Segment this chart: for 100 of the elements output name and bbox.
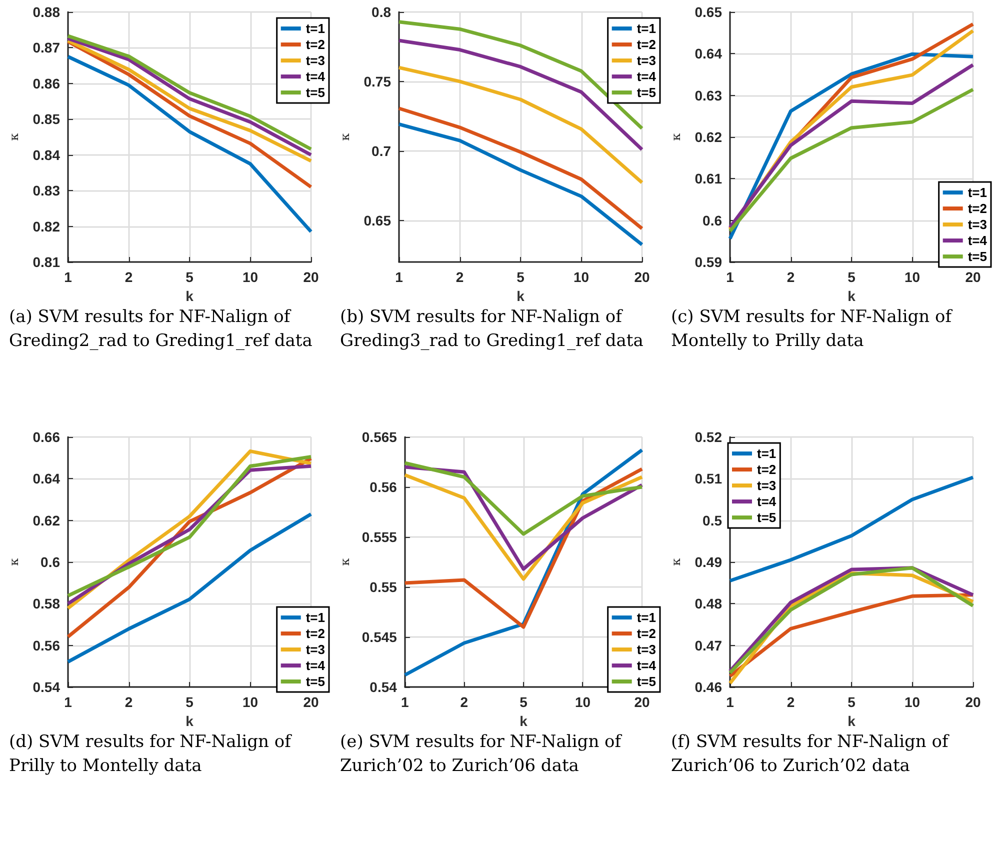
y-axis-title: κ [338,132,352,141]
y-tick-label: 0.75 [364,73,392,90]
legend-label: t=1 [636,21,656,36]
x-tick-label: 2 [456,269,464,285]
legend-label: t=2 [306,37,326,52]
x-axis-title: k [520,712,528,729]
x-tick-label: 2 [124,269,133,285]
x-tick-label: 10 [904,694,920,710]
y-tick-label: 0.85 [32,111,60,128]
y-tick-label: 0.54 [32,679,60,695]
x-tick-label: 2 [460,694,468,710]
legend-label: t=3 [306,642,326,657]
x-tick-label: 10 [574,694,591,710]
y-axis-title: κ [7,558,21,566]
legend-label: t=1 [757,446,776,461]
y-tick-label: 0.54 [370,679,398,695]
x-axis-title: k [516,288,525,304]
x-tick-label: 20 [303,269,319,285]
x-tick-label: 5 [848,694,856,710]
x-axis-title: k [186,288,194,304]
y-tick-label: 0.66 [32,429,60,445]
x-tick-label: 2 [786,694,795,710]
legend-label: t=5 [306,85,326,100]
y-tick-label: 0.84 [32,146,60,163]
legend-label: t=2 [968,201,988,216]
y-tick-label: 0.565 [362,429,398,445]
text: (c) SVM results for NF-Nalign of Montelly to Prilly data [671,307,957,351]
y-tick-label: 0.555 [362,529,398,545]
legend-label: t=3 [306,53,326,68]
legend-label: t=5 [636,85,656,100]
line-series [403,473,644,581]
legend-label: t=5 [306,674,326,689]
x-tick-label: 1 [395,269,404,285]
legend-label: t=2 [636,37,656,52]
legend-label: t=3 [636,642,656,657]
line-series [403,461,644,536]
y-tick-label: 0.63 [694,87,722,104]
x-tick-label: 1 [401,694,410,710]
legend-label: t=4 [636,69,657,84]
y-tick-label: 0.47 [694,637,722,654]
legend-label: t=3 [636,53,656,68]
y-tick-label: 0.58 [32,596,60,612]
legend-label: t=3 [968,217,988,232]
y-tick-label: 0.48 [694,596,722,612]
y-axis-title: κ [669,558,683,566]
text: (d) SVM results for NF-Nalign of Prilly to Montelly data [9,732,296,776]
legend-label: t=5 [968,249,988,264]
text: (a) SVM results for NF-Nalign of Greding2_rad to Greding1_ref data [9,307,312,351]
y-tick-label: 0.86 [32,75,60,92]
legend-label: t=1 [636,610,656,625]
x-tick-label: 20 [303,694,319,710]
y-tick-label: 0.65 [364,212,392,228]
y-tick-label: 0.6 [702,212,722,228]
y-tick-label: 0.61 [694,170,722,187]
legend-label: t=2 [636,626,656,641]
legend-label: t=4 [306,69,326,84]
y-tick-label: 0.7 [372,142,392,159]
x-tick-label: 5 [186,694,194,710]
y-tick-label: 0.64 [694,46,722,62]
x-tick-label: 20 [634,269,650,285]
x-tick-label: 1 [726,694,734,710]
x-axis-title: k [848,712,856,729]
x-tick-label: 20 [634,694,650,710]
y-tick-label: 0.56 [370,479,398,495]
y-tick-label: 0.6 [40,554,60,570]
text: (e) SVM results for NF-Nalign of Zurich’02 to Zurich’06 data [340,732,626,776]
legend-label: t=2 [306,626,326,641]
line-series [728,476,975,582]
x-tick-label: 10 [904,269,920,285]
x-tick-label: 20 [965,269,981,285]
y-tick-label: 0.81 [32,254,60,270]
y-tick-label: 0.62 [694,129,722,145]
x-tick-label: 5 [520,694,528,710]
x-tick-label: 1 [64,269,72,285]
line-series [397,106,644,230]
y-tick-label: 0.65 [694,4,722,20]
y-tick-label: 0.59 [694,254,722,270]
y-tick-label: 0.5 [702,512,722,528]
x-tick-label: 10 [242,269,258,285]
x-tick-label: 2 [124,694,133,710]
legend-label: t=1 [968,185,988,200]
y-tick-label: 0.52 [694,429,722,445]
y-tick-label: 0.8 [372,4,392,20]
y-tick-label: 0.51 [694,470,722,487]
legend-label: t=1 [306,610,326,625]
y-tick-label: 0.56 [32,637,60,654]
x-tick-label: 5 [186,269,194,285]
x-axis-title: k [848,288,856,304]
x-tick-label: 10 [242,694,258,710]
y-axis-title: κ [7,132,21,141]
legend-label: t=4 [636,658,657,673]
y-tick-label: 0.545 [362,629,398,645]
legend-label: t=5 [757,510,776,525]
y-tick-label: 0.83 [32,182,60,199]
legend-label: t=5 [636,674,656,689]
text: (b) SVM results for NF-Nalign of Greding3_rad to Greding1_ref data [340,307,644,351]
legend-label: t=4 [968,233,988,248]
y-tick-label: 0.62 [32,512,60,528]
legend-label: t=2 [757,462,776,477]
y-tick-label: 0.88 [32,4,60,20]
